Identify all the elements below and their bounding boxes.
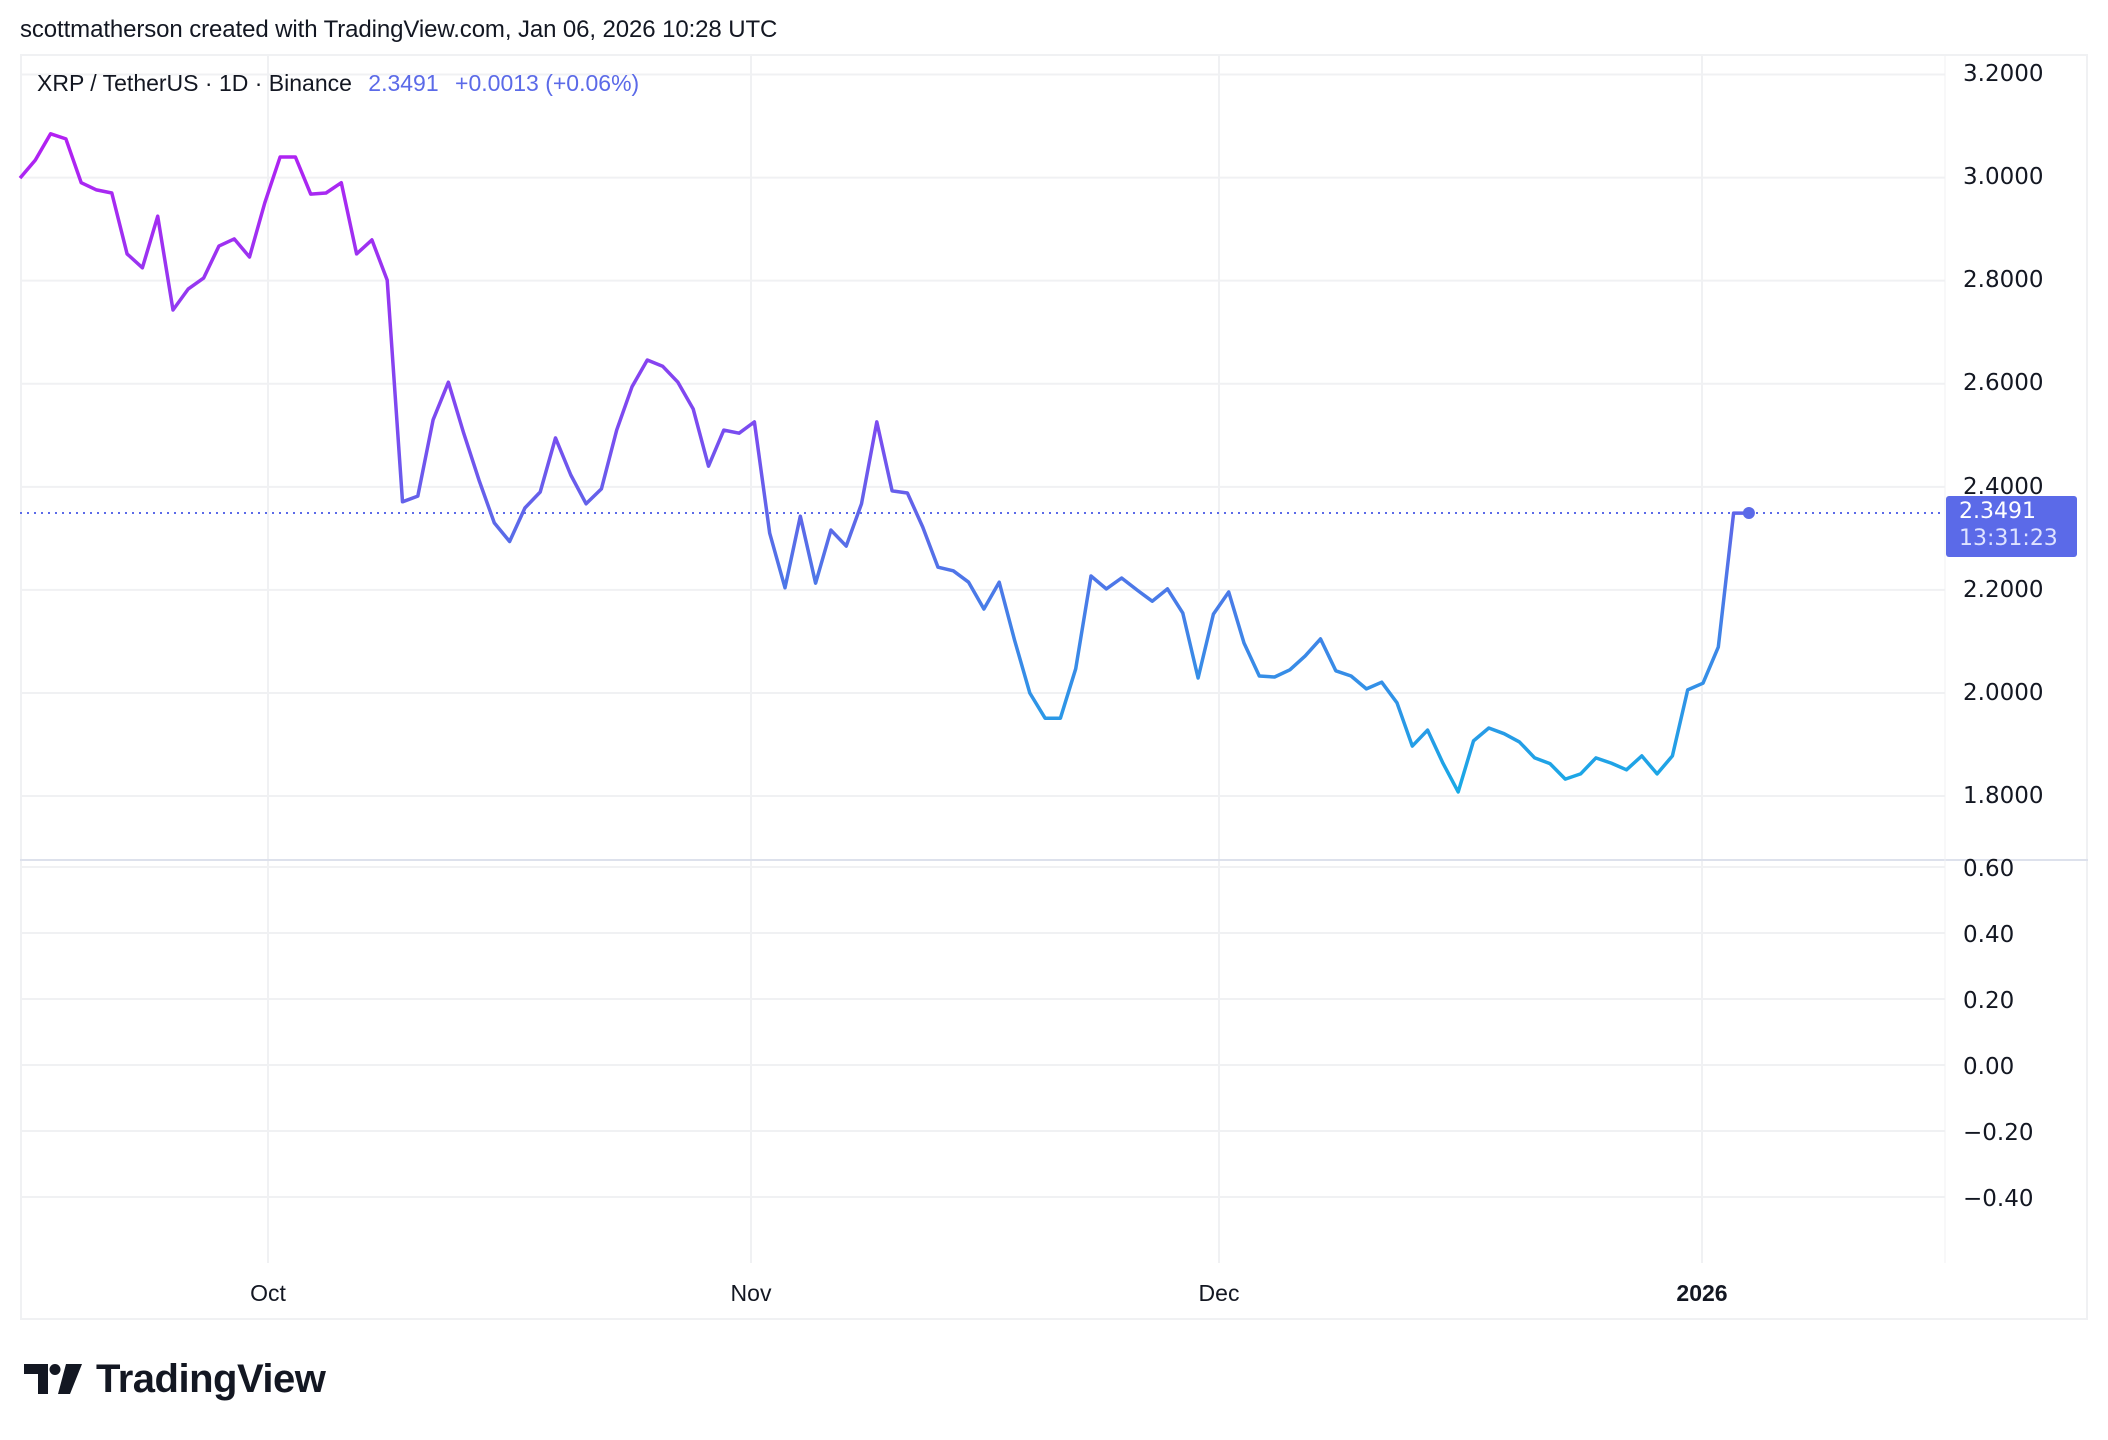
price-axis-label: 2.6000 bbox=[1963, 370, 2044, 396]
indicator-axis-label: −0.40 bbox=[1963, 1186, 2034, 1212]
last-price-tag: 2.3491 13:31:23 bbox=[1946, 496, 2077, 557]
indicator-axis-label: 0.60 bbox=[1963, 856, 2015, 882]
indicator-axis-label: 0.40 bbox=[1963, 922, 2015, 948]
price-axis-label: 3.0000 bbox=[1963, 164, 2044, 190]
tradingview-logo-icon bbox=[24, 1364, 82, 1394]
price-axis-label: 3.2000 bbox=[1963, 61, 2044, 87]
time-axis-label-2026: 2026 bbox=[1676, 1280, 1728, 1306]
indicator-axis-label: −0.20 bbox=[1963, 1120, 2034, 1146]
time-axis-label-dec: Dec bbox=[1198, 1280, 1240, 1306]
tradingview-logo-text: TradingView bbox=[96, 1356, 326, 1401]
price-axis-label: 2.8000 bbox=[1963, 267, 2044, 293]
price-axis-label: 2.4000 bbox=[1963, 474, 2044, 500]
grid-lines bbox=[20, 54, 1945, 1263]
indicator-axis-label: 0.20 bbox=[1963, 988, 2015, 1014]
last-price-tag-value: 2.3491 bbox=[1959, 499, 2036, 524]
bar-countdown: 13:31:23 bbox=[1959, 526, 2058, 551]
attribution-header: scottmatherson created with TradingView.… bbox=[20, 16, 778, 43]
legend-last-price: 2.3491 bbox=[368, 70, 439, 96]
legend-symbol: XRP / TetherUS · 1D · Binance bbox=[37, 70, 352, 96]
series-legend[interactable]: XRP / TetherUS · 1D · Binance 2.3491 +0.… bbox=[37, 70, 639, 97]
price-axis-label: 2.0000 bbox=[1963, 680, 2044, 706]
price-axis-label: 2.2000 bbox=[1963, 577, 2044, 603]
time-axis-label-oct: Oct bbox=[250, 1280, 286, 1306]
last-price-dot bbox=[1742, 507, 1755, 520]
chart-frame bbox=[20, 54, 2088, 1320]
indicator-axis-label: 0.00 bbox=[1963, 1054, 2015, 1080]
tradingview-logo[interactable]: TradingView bbox=[24, 1357, 326, 1401]
legend-change: +0.0013 (+0.06%) bbox=[455, 70, 640, 96]
price-line-series bbox=[18, 132, 1749, 794]
time-axis-label-nov: Nov bbox=[730, 1280, 772, 1306]
price-axis-label: 1.8000 bbox=[1963, 783, 2044, 809]
